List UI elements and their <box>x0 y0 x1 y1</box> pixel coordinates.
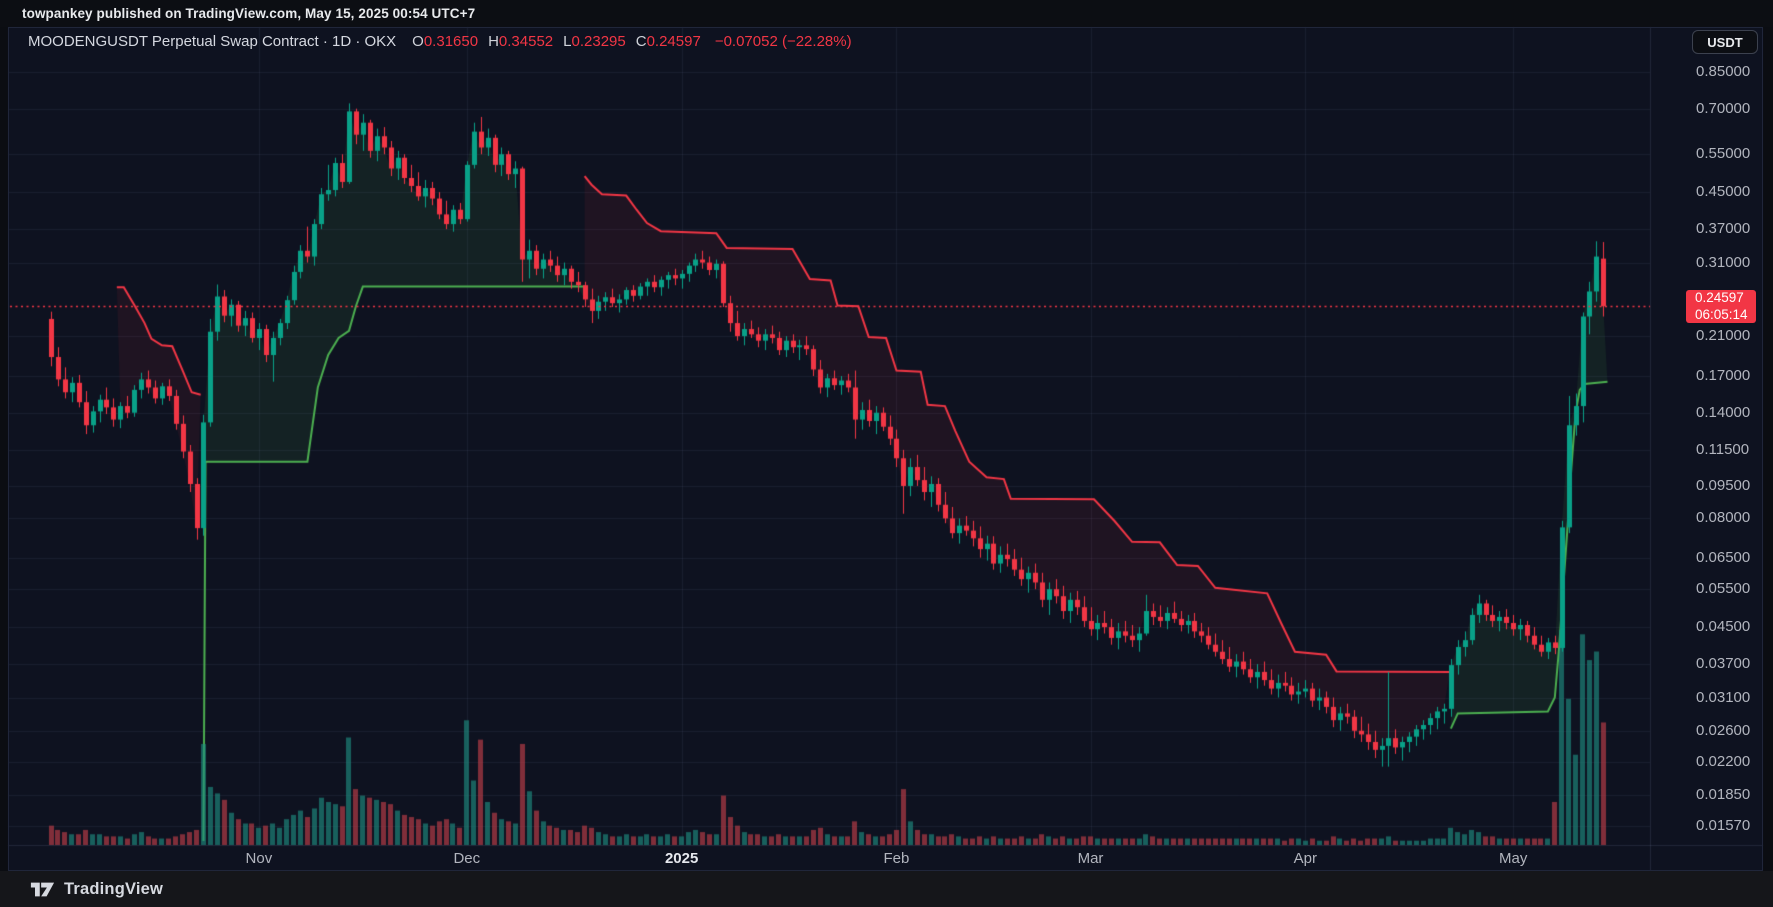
price-tick-label: 0.06500 <box>1696 548 1751 566</box>
price-tick-label: 0.55000 <box>1696 145 1751 163</box>
price-tick-label: 0.01850 <box>1696 786 1751 804</box>
ohlc-low: L0.23295 <box>563 33 626 50</box>
symbol-title[interactable]: MOODENGUSDT Perpetual Swap Contract · 1D… <box>28 33 397 50</box>
change-text: −0.07052 (−22.28%) <box>714 33 852 50</box>
time-tick-label: Apr <box>1293 850 1317 867</box>
time-tick-label: Feb <box>883 850 910 867</box>
last-price-badge: 0.24597 06:05:14 <box>1686 290 1756 323</box>
last-price-value: 0.24597 <box>1695 290 1744 305</box>
price-tick-label: 0.02600 <box>1696 721 1751 739</box>
ohlc-open: O0.31650 <box>412 33 479 50</box>
price-tick-label: 0.04500 <box>1696 618 1751 636</box>
footer-bar: TradingView <box>0 871 1773 907</box>
currency-unit-button[interactable]: USDT <box>1692 30 1758 54</box>
price-tick-label: 0.01570 <box>1696 817 1751 835</box>
price-tick-label: 0.03100 <box>1696 688 1751 706</box>
time-tick-label: Mar <box>1077 850 1104 867</box>
time-tick-label: Nov <box>245 850 273 867</box>
price-tick-label: 0.21000 <box>1696 327 1751 345</box>
tradingview-logo-icon <box>30 882 55 897</box>
price-tick-label: 0.85000 <box>1696 63 1751 80</box>
price-tick-label: 0.05500 <box>1696 580 1751 598</box>
price-tick-label: 0.08000 <box>1696 509 1751 527</box>
price-tick-label: 0.02200 <box>1696 753 1751 771</box>
time-tick-label: 2025 <box>664 850 699 867</box>
time-tick-label: Dec <box>453 850 481 867</box>
price-tick-label: 0.09500 <box>1696 476 1751 494</box>
chart-legend: MOODENGUSDT Perpetual Swap Contract · 1D… <box>28 33 852 50</box>
ohlc-high: H0.34552 <box>488 33 554 50</box>
price-tick-label: 0.17000 <box>1696 367 1751 385</box>
price-tick-label: 0.70000 <box>1696 99 1751 117</box>
price-tick-label: 0.11500 <box>1696 440 1750 458</box>
tradingview-brand[interactable]: TradingView <box>64 879 164 898</box>
price-tick-label: 0.37000 <box>1696 220 1751 238</box>
price-tick-label: 0.31000 <box>1696 253 1751 271</box>
price-tick-label: 0.14000 <box>1696 403 1751 421</box>
bar-countdown: 06:05:14 <box>1695 306 1748 322</box>
ohlc-close: C0.24597 <box>635 33 701 50</box>
price-tick-label: 0.03700 <box>1696 655 1751 673</box>
price-tick-label: 0.45000 <box>1696 183 1751 201</box>
time-tick-label: May <box>1499 850 1528 867</box>
